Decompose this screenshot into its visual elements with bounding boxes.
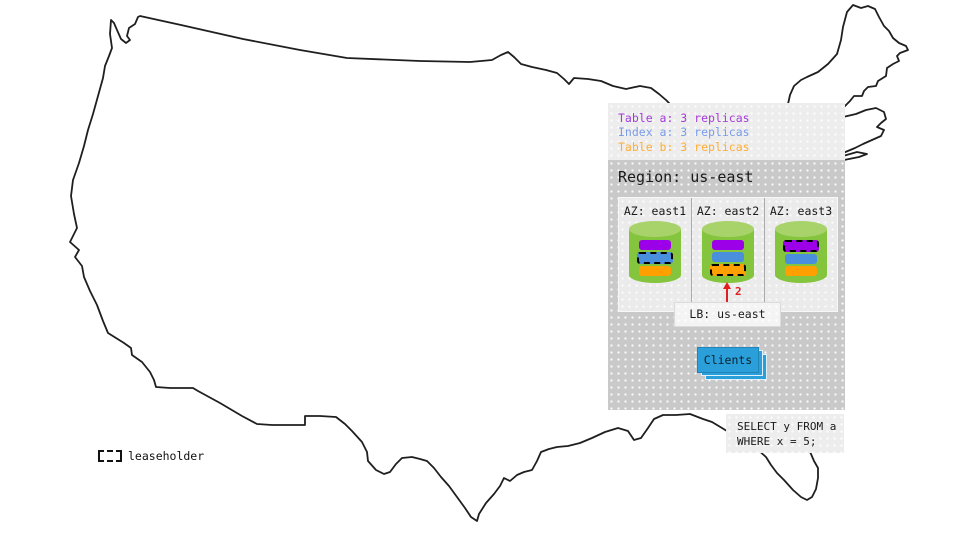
- summary-table-b: Table b: 3 replicas: [618, 139, 750, 154]
- az-row: AZ: east1 AZ: east2: [618, 197, 838, 312]
- az-east1-label: AZ: east1: [623, 204, 687, 218]
- sql-query-line: WHERE x = 5;: [737, 435, 817, 448]
- az-east2: AZ: east2: [691, 198, 764, 311]
- az-east3: AZ: east3: [764, 198, 837, 311]
- replica-stack: [702, 240, 754, 276]
- map-longisland-outline: [842, 151, 868, 161]
- replica-index-a: [712, 252, 744, 262]
- map-capecod-outline: [842, 107, 887, 154]
- query-arrow-icon: [723, 282, 731, 289]
- arrow-step-label: 2: [735, 285, 742, 298]
- map-main-outline: [69, 15, 743, 522]
- replica-table-a-leaseholder: [783, 240, 819, 252]
- query-arrow-line: [726, 289, 728, 303]
- load-balancer-box: LB: us-east: [674, 302, 781, 327]
- replica-table-b-leaseholder: [710, 264, 746, 276]
- map-legend-label: leaseholder: [128, 449, 205, 463]
- sql-query-box: SELECT y FROM a WHERE x = 5;: [726, 414, 844, 453]
- az-east3-label: AZ: east3: [769, 204, 833, 218]
- topology-panel: Table a: 3 replicas Index a: 3 replicas …: [608, 103, 845, 410]
- az-east2-label: AZ: east2: [696, 204, 760, 218]
- replica-stack: [629, 240, 681, 276]
- summary-index-a: Index a: 3 replicas: [618, 125, 750, 140]
- map-florida-outline: [755, 447, 819, 501]
- replica-table-b: [785, 266, 817, 276]
- az-east1: AZ: east1: [619, 198, 691, 311]
- replica-summary: Table a: 3 replicas Index a: 3 replicas …: [608, 103, 845, 160]
- map-maine-outline: [787, 4, 909, 109]
- summary-table-a: Table a: 3 replicas: [618, 111, 750, 125]
- db-node-cylinder: [629, 221, 681, 283]
- db-node-cylinder: [775, 221, 827, 283]
- replica-table-a: [712, 240, 744, 250]
- clients-stack: Clients: [697, 347, 767, 380]
- replica-index-a-leaseholder: [637, 252, 673, 264]
- sql-query-line: SELECT y FROM a: [737, 420, 837, 433]
- replica-table-a: [639, 240, 671, 250]
- region-us-east: Region: us-east AZ: east1: [608, 160, 845, 410]
- db-node-cylinder: [702, 221, 754, 283]
- replica-stack: [775, 240, 827, 276]
- clients-box: Clients: [697, 347, 759, 373]
- leaseholder-swatch-icon: [98, 450, 122, 462]
- replica-index-a: [785, 254, 817, 264]
- region-title: Region: us-east: [618, 168, 754, 186]
- map-legend: leaseholder: [98, 449, 204, 463]
- replica-table-b: [639, 266, 671, 276]
